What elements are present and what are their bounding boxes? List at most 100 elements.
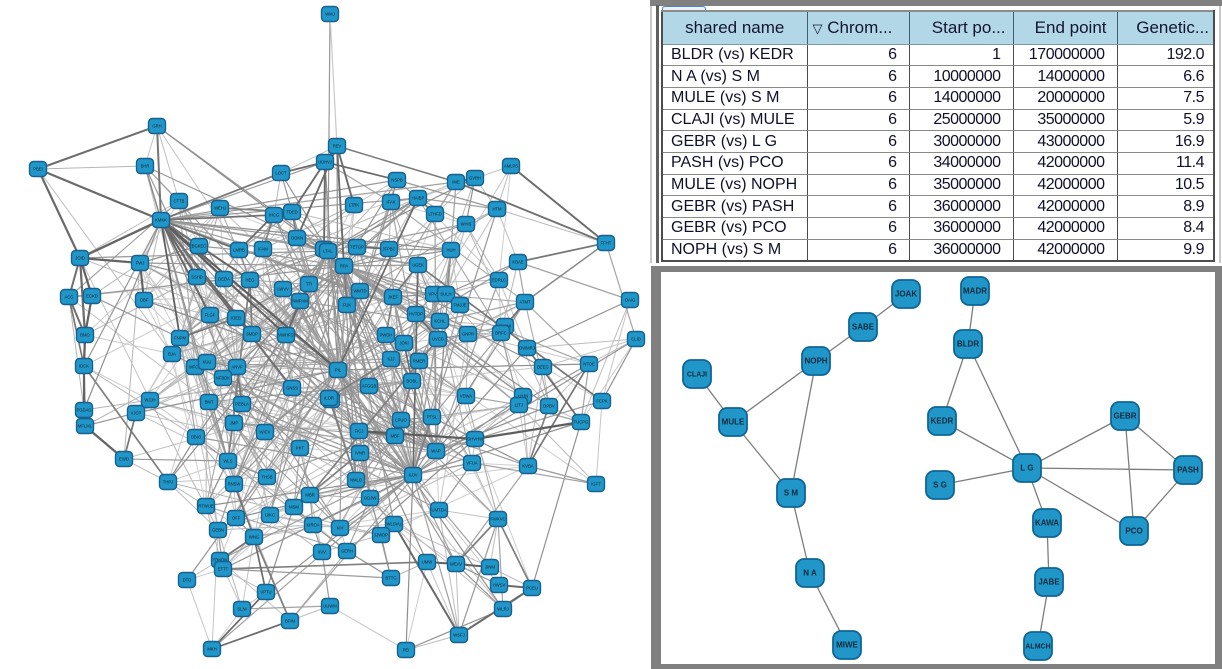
svg-text:JJWDP: JJWDP — [374, 533, 388, 538]
svg-text:LHJN: LHJN — [518, 394, 528, 399]
svg-text:WLS: WLS — [223, 459, 232, 464]
svg-text:IOEB: IOEB — [231, 316, 241, 321]
svg-text:UGEK: UGEK — [412, 263, 424, 268]
svg-text:SSHD: SSHD — [191, 275, 203, 280]
svg-text:ATMT: ATMT — [519, 300, 531, 305]
svg-text:PEI: PEI — [403, 648, 410, 653]
svg-text:IIVV: IIVV — [318, 550, 326, 555]
svg-text:MIWE: MIWE — [836, 641, 858, 650]
svg-text:PEBLA: PEBLA — [235, 402, 249, 407]
svg-text:HWSV: HWSV — [493, 583, 506, 588]
svg-text:FCPK: FCPK — [596, 399, 607, 404]
svg-text:OAIG: OAIG — [625, 298, 635, 303]
svg-text:IFAM: IFAM — [258, 247, 268, 252]
svg-text:EWD: EWD — [119, 457, 129, 462]
svg-text:ETTT: ETTT — [218, 567, 229, 572]
svg-text:KEDR: KEDR — [931, 417, 954, 426]
svg-text:IVNR: IVNR — [355, 451, 365, 456]
svg-text:WLSVU: WLSVU — [387, 522, 402, 527]
svg-text:LTAL: LTAL — [323, 249, 333, 254]
svg-text:MKH: MKH — [207, 647, 216, 652]
svg-text:LITJ: LITJ — [515, 403, 523, 408]
svg-text:OFF: OFF — [232, 516, 241, 521]
svg-text:THPJ: THPJ — [163, 480, 173, 485]
svg-text:GOJW: GOJW — [364, 496, 377, 501]
svg-text:KIROA: KIROA — [306, 523, 319, 528]
svg-text:MBR: MBR — [305, 493, 314, 498]
svg-text:ACG: ACG — [64, 295, 73, 300]
svg-text:KUU: KUU — [203, 360, 212, 365]
svg-text:FUK: FUK — [343, 303, 352, 308]
svg-text:UMTDA: UMTDA — [432, 508, 447, 513]
svg-text:TTI: TTI — [306, 282, 312, 287]
svg-text:FICJ: FICJ — [355, 429, 364, 434]
svg-text:CLAJI: CLAJI — [687, 372, 707, 379]
svg-text:ANVF: ANVF — [231, 365, 243, 370]
svg-text:OOKN: OOKN — [291, 236, 303, 241]
svg-text:GNSS: GNSS — [286, 386, 298, 391]
svg-text:KBAE: KBAE — [512, 260, 523, 265]
svg-text:DTD: DTD — [183, 578, 192, 583]
svg-text:LWVV: LWVV — [277, 287, 289, 292]
svg-text:S G: S G — [933, 481, 947, 490]
svg-text:JKEF: JKEF — [388, 295, 399, 300]
svg-text:CLID: CLID — [631, 337, 641, 342]
svg-text:WHIS: WHIS — [461, 222, 472, 227]
svg-text:TUCPG: TUCPG — [574, 420, 589, 425]
svg-text:IDCK: IDCK — [79, 364, 89, 369]
svg-text:NSPB: NSPB — [391, 178, 403, 183]
svg-text:JOAK: JOAK — [895, 290, 917, 299]
svg-text:HAIBP: HAIBP — [412, 196, 425, 201]
svg-text:UIKC: UIKC — [265, 513, 275, 518]
svg-text:JABE: JABE — [1038, 578, 1060, 587]
svg-text:PCEU: PCEU — [526, 586, 538, 591]
svg-text:OBIO: OBIO — [191, 435, 202, 440]
svg-text:KVBA: KVBA — [522, 464, 533, 469]
svg-text:GVRH: GVRH — [469, 176, 481, 181]
svg-text:IHCG: IHCG — [269, 213, 279, 218]
svg-text:PTSL: PTSL — [427, 415, 438, 420]
svg-text:JMP: JMP — [230, 421, 239, 426]
svg-text:NTOE: NTOE — [583, 362, 595, 367]
svg-text:BOBL: BOBL — [406, 379, 418, 384]
svg-text:S M: S M — [784, 489, 799, 498]
svg-text:BGKEC: BGKEC — [192, 244, 207, 249]
svg-text:VWHFO: VWHFO — [278, 333, 294, 338]
svg-text:WMTD: WMTD — [353, 289, 366, 294]
svg-text:JOKI: JOKI — [399, 341, 408, 346]
svg-text:LTHFD: LTHFD — [428, 212, 441, 217]
svg-text:VJCP: VJCP — [131, 411, 142, 416]
svg-text:IME: IME — [452, 180, 460, 185]
svg-text:KIV: KIV — [337, 526, 344, 531]
svg-text:BJA: BJA — [168, 352, 176, 357]
svg-text:WJJH: WJJH — [144, 398, 155, 403]
svg-text:L G: L G — [1020, 464, 1033, 473]
svg-text:BFIM: BFIM — [285, 619, 296, 624]
svg-text:VDWA: VDWA — [460, 394, 473, 399]
svg-text:KMKK: KMKK — [155, 218, 167, 223]
svg-text:HUH: HUH — [446, 248, 455, 253]
svg-text:FMJJE: FMJJE — [453, 303, 466, 308]
svg-text:VPTU: VPTU — [260, 590, 271, 595]
svg-text:REV: REV — [333, 144, 342, 149]
svg-text:IFAK: IFAK — [386, 200, 395, 205]
svg-text:WICV: WICV — [260, 430, 271, 435]
svg-text:FNPM: FNPM — [174, 336, 186, 341]
svg-text:VFUA: VFUA — [466, 461, 477, 466]
svg-text:GEBN: GEBN — [212, 528, 224, 533]
svg-text:KJJ: KJJ — [388, 357, 395, 362]
svg-text:BEEG: BEEG — [537, 365, 549, 370]
svg-text:BTTG: BTTG — [385, 576, 396, 581]
svg-text:LTRK: LTRK — [349, 203, 360, 208]
svg-text:BLDR: BLDR — [957, 340, 979, 349]
svg-text:BMO: BMO — [80, 333, 90, 338]
svg-text:TDED: TDED — [286, 210, 297, 215]
svg-text:WSFJ: WSFJ — [453, 633, 464, 638]
svg-text:IGFT: IGFT — [591, 482, 601, 487]
svg-text:TRNDN: TRNDN — [213, 558, 228, 563]
svg-text:FFHT: FFHT — [601, 241, 612, 246]
svg-text:WMJ: WMJ — [325, 12, 335, 17]
svg-text:BRFC: BRFC — [495, 331, 506, 336]
svg-text:MSM: MSM — [289, 505, 299, 510]
svg-text:PIL: PIL — [335, 368, 342, 373]
